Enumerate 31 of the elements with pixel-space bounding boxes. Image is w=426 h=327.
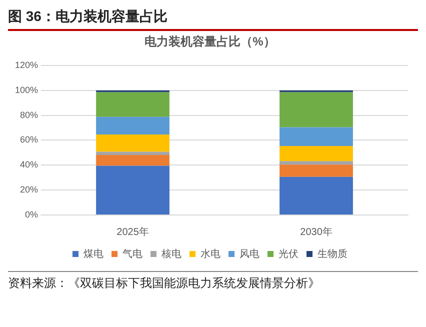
legend-label: 光伏 xyxy=(278,248,298,260)
bar xyxy=(280,92,353,128)
y-tick-label: 80% xyxy=(20,110,38,120)
bar xyxy=(96,134,170,152)
bar xyxy=(280,164,353,177)
legend-label: 生物质 xyxy=(318,248,348,260)
bar xyxy=(96,116,170,134)
x-tick-label: 2025年 xyxy=(116,226,149,238)
bar xyxy=(96,152,170,156)
x-tick-label: 2030年 xyxy=(300,226,332,238)
bar xyxy=(96,155,170,166)
y-tick-label: 120% xyxy=(14,60,38,70)
bar xyxy=(96,92,170,117)
y-tick-label: 40% xyxy=(20,160,38,170)
bar xyxy=(280,127,353,146)
chart-title: 图 36：电力装机容量占比 xyxy=(8,8,418,31)
legend-label: 风电 xyxy=(240,248,260,260)
y-tick-label: 60% xyxy=(20,134,38,145)
y-tick-label: 0% xyxy=(25,209,38,220)
y-tick-label: 100% xyxy=(14,84,38,95)
y-tick-label: 20% xyxy=(20,184,38,195)
bar xyxy=(280,161,353,165)
chart-subtitle: 电力装机容量占比（%） xyxy=(144,34,276,49)
legend-label: 气电 xyxy=(122,248,142,260)
legend-label: 煤电 xyxy=(84,248,104,260)
legend-label: 核电 xyxy=(160,248,182,260)
bar xyxy=(280,146,353,162)
bar xyxy=(96,166,170,214)
text: 资料来源：《双碳目标下我国能源电力系统发展情景分析》 xyxy=(8,275,321,292)
bar xyxy=(280,176,353,214)
legend-label: 水电 xyxy=(200,248,220,260)
